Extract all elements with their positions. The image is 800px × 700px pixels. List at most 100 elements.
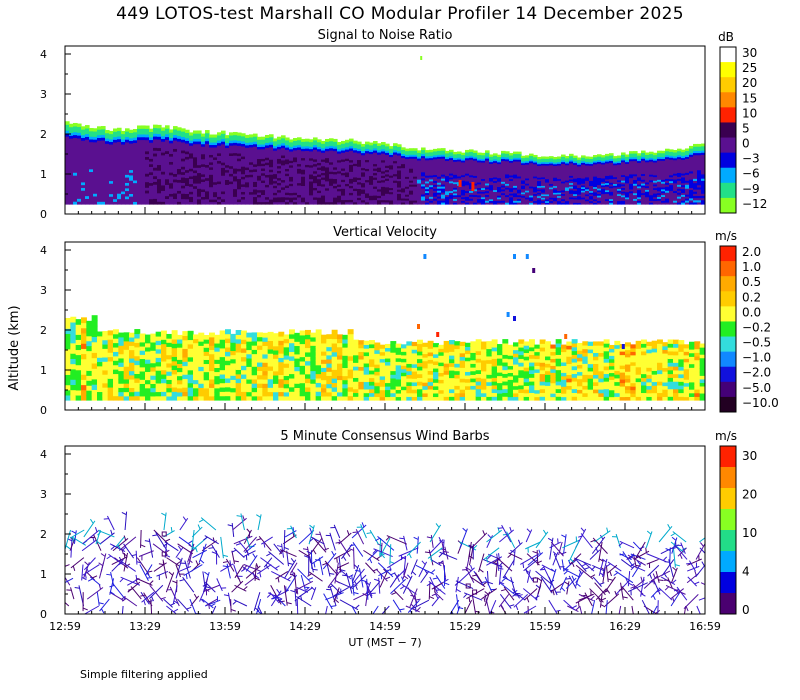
wind-barb — [284, 559, 297, 579]
wind-barb-feather — [599, 582, 605, 585]
snr-high-speck — [458, 180, 462, 187]
wind-barb-feather — [415, 598, 421, 601]
wind-barb-feather — [435, 593, 439, 599]
wind-barb — [359, 568, 364, 588]
wind-barb — [689, 560, 696, 572]
wind-barb — [455, 594, 460, 611]
wind-barb-feather — [58, 586, 59, 591]
y-tick-label: 0 — [40, 208, 47, 221]
wind-barb-feather — [106, 573, 112, 576]
wind-barb-feather — [606, 588, 611, 594]
wind-barb — [402, 575, 413, 594]
wind-barb-feather — [334, 598, 339, 604]
wind-barb-feather — [636, 560, 641, 565]
wind-barb — [573, 557, 592, 566]
wind-barb-feather — [355, 584, 358, 590]
wind-barb — [433, 591, 444, 601]
wind-barb-feather — [512, 593, 517, 597]
wind-barb-feather — [563, 570, 569, 575]
wind-barb — [468, 545, 474, 566]
wind-barb-feather — [439, 540, 445, 544]
wind-barb-feather — [584, 621, 589, 622]
wind-barb-feather — [483, 597, 486, 603]
wind-barb — [234, 584, 247, 592]
wind-barb — [478, 553, 485, 573]
y-tick-label: 4 — [40, 48, 47, 61]
wind-barb — [319, 531, 327, 551]
wind-barb — [599, 594, 603, 608]
wind-barb — [337, 562, 350, 569]
wind-barb-feather — [284, 546, 290, 550]
wind-barb-feather — [98, 602, 104, 605]
wind-barb-feather — [576, 583, 581, 588]
wind-barb-feather — [122, 552, 128, 557]
wind-barb-feather — [335, 541, 341, 544]
wind-barb-feather — [84, 561, 89, 566]
wind-barb-feather — [245, 549, 249, 555]
wind-barb-feather — [652, 615, 655, 619]
wind-barb-feather — [353, 592, 359, 595]
wind-barb — [526, 569, 531, 583]
wind-barb — [486, 571, 489, 586]
wind-barb-feather — [147, 570, 153, 573]
wind-barb — [549, 541, 562, 549]
wind-barb-feather — [509, 526, 512, 532]
wind-barb-feather — [266, 553, 272, 557]
wind-barb-feather — [581, 563, 587, 567]
wind-barb-feather — [479, 568, 484, 573]
calm-marker — [532, 577, 538, 583]
wind-barb-feather — [240, 568, 246, 572]
velocity-speck — [532, 268, 536, 273]
wind-barb — [135, 550, 138, 565]
wind-barb-feather — [671, 579, 677, 584]
wind-barb-feather — [272, 596, 278, 600]
wind-barb — [85, 571, 95, 581]
wind-barb — [441, 541, 445, 555]
wind-barb — [353, 547, 355, 569]
wind-barb-feather — [346, 530, 350, 536]
wind-barb — [326, 562, 331, 577]
wind-barb — [558, 541, 563, 556]
wind-barb-feather — [106, 555, 112, 560]
wind-barb — [191, 529, 195, 550]
wind-barb-feather — [500, 588, 507, 592]
wind-barb — [112, 538, 129, 552]
wind-barb — [65, 601, 70, 607]
wind-barb — [486, 535, 493, 549]
wind-barb-feather — [303, 555, 309, 558]
wind-barb-feather — [421, 560, 426, 565]
wind-barb-feather — [709, 556, 714, 558]
velocity-speck — [417, 324, 420, 329]
wind-barb-feather — [475, 610, 481, 613]
calm-marker — [161, 531, 167, 537]
wind-barb — [329, 586, 337, 607]
wind-barb-feather — [492, 561, 498, 565]
wind-barb — [149, 584, 164, 602]
panel-frame — [64, 445, 706, 615]
wind-barb-feather — [438, 553, 443, 558]
wind-barb — [431, 582, 444, 590]
wind-barb-feather — [598, 558, 604, 562]
wind-barb-feather — [572, 605, 577, 609]
wind-barb — [333, 549, 351, 560]
x-tick-label: 14:29 — [289, 620, 321, 633]
wind-barb — [82, 564, 100, 576]
wind-barb-feather — [290, 589, 296, 593]
wind-barb-feather — [578, 535, 584, 538]
colorbar-label: −2.0 — [742, 366, 771, 380]
wind-barb — [575, 570, 582, 587]
wind-barb-feather — [257, 610, 262, 614]
wind-barb-feather — [515, 605, 519, 611]
wind-barb-feather — [431, 593, 437, 597]
wind-barb-feather — [71, 530, 77, 534]
wind-barb-feather — [198, 519, 204, 523]
wind-barb-feather — [372, 549, 377, 554]
wind-barb — [428, 580, 446, 595]
wind-barb-feather — [626, 556, 631, 561]
wind-barb-feather — [330, 605, 336, 607]
wind-barb — [520, 553, 540, 565]
wind-barb — [665, 584, 686, 595]
wind-barb — [352, 568, 365, 584]
velocity-speck — [513, 316, 516, 321]
